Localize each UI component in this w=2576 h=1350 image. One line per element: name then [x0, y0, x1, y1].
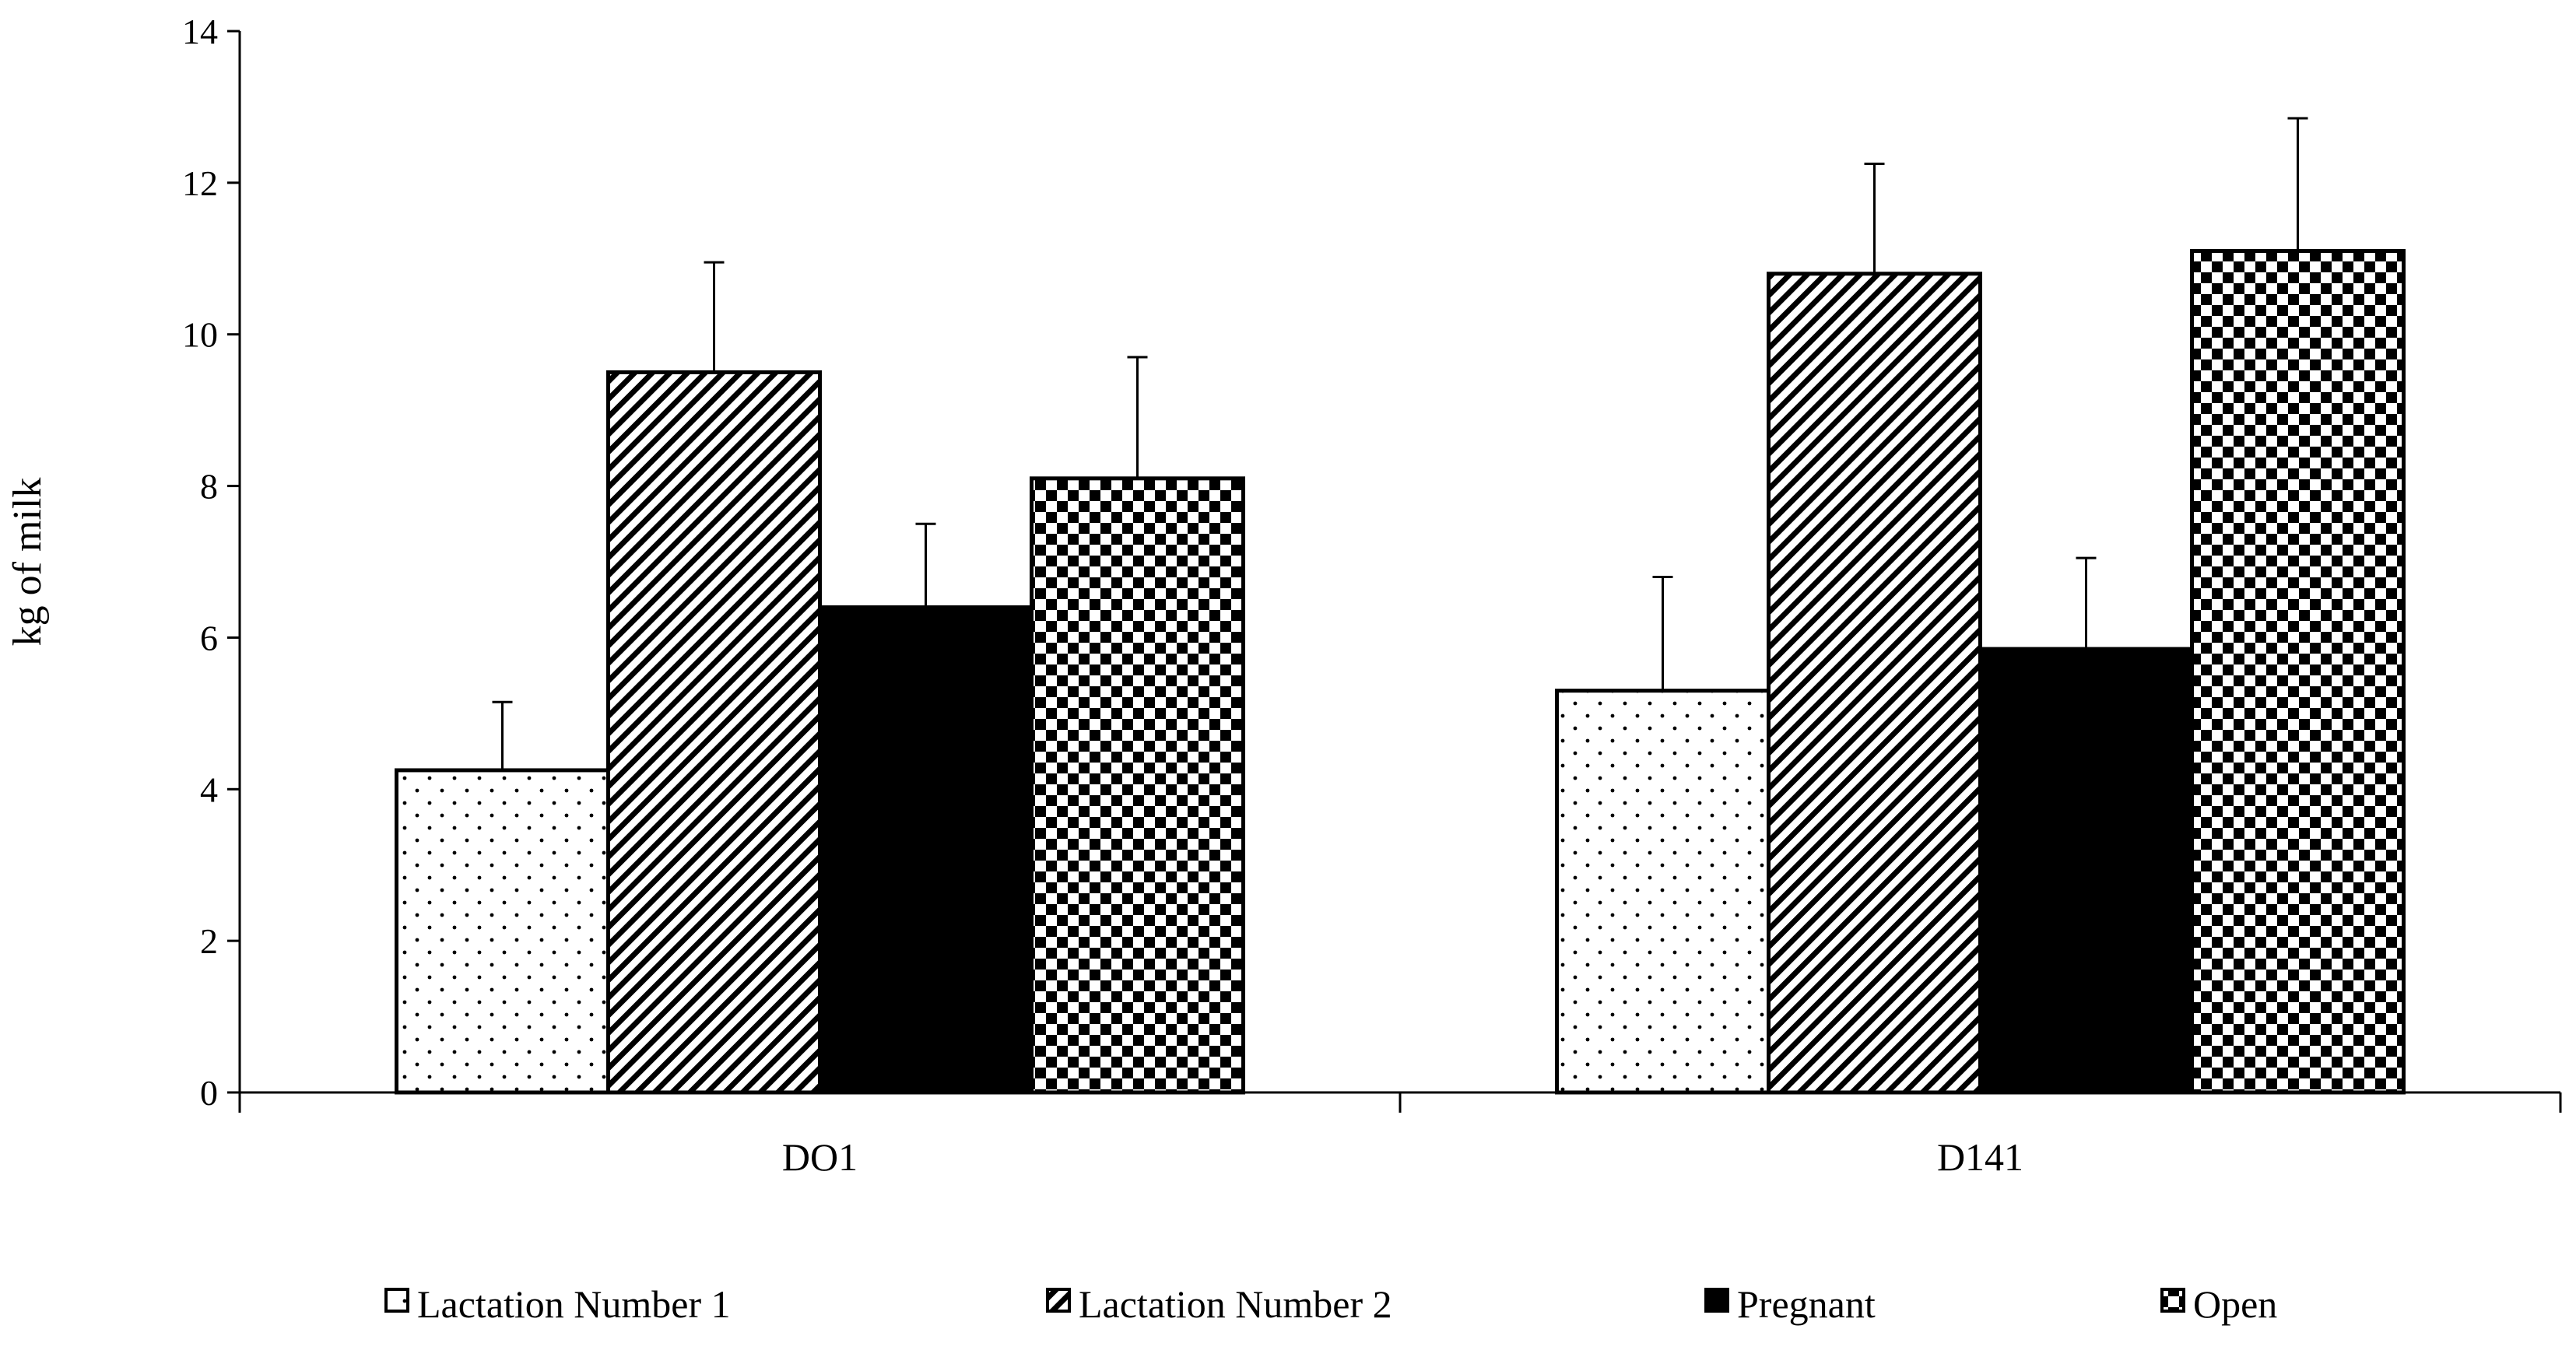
plot-area: 0 2 4 6 8 10 12 14 kg of milk DO1 D141 — [5, 12, 2562, 1179]
bar — [818, 605, 1034, 1095]
legend-label: Lactation Number 2 — [1079, 1282, 1392, 1326]
legend-swatch — [1704, 1288, 1729, 1313]
bar — [606, 370, 822, 1095]
y-tick-label: 14 — [182, 12, 218, 51]
y-tick-label: 12 — [182, 163, 218, 203]
legend-swatch — [1046, 1288, 1071, 1313]
bar — [1767, 272, 1982, 1095]
y-tick-label: 10 — [182, 315, 218, 355]
legend-swatch — [384, 1288, 409, 1313]
legend-swatch — [2160, 1288, 2185, 1313]
y-tick-label: 0 — [200, 1073, 218, 1113]
bar — [1555, 689, 1771, 1095]
y-tick-label: 6 — [200, 618, 218, 657]
legend-label: Lactation Number 1 — [417, 1282, 731, 1326]
legend-label: Pregnant — [1737, 1282, 1876, 1326]
bar — [1030, 476, 1245, 1095]
legend: Lactation Number 1 Lactation Number 2 Preg… — [384, 1282, 2277, 1326]
x-category-label: D141 — [1937, 1135, 2023, 1179]
y-axis-title: kg of milk — [5, 478, 50, 647]
legend-label: Open — [2193, 1282, 2277, 1326]
bar — [1978, 647, 2194, 1095]
y-tick-label: 2 — [200, 921, 218, 961]
y-tick-label: 8 — [200, 467, 218, 507]
y-tick-label: 4 — [200, 770, 218, 809]
bar — [395, 768, 610, 1095]
x-category-label: DO1 — [782, 1135, 858, 1179]
bar — [2190, 249, 2406, 1095]
